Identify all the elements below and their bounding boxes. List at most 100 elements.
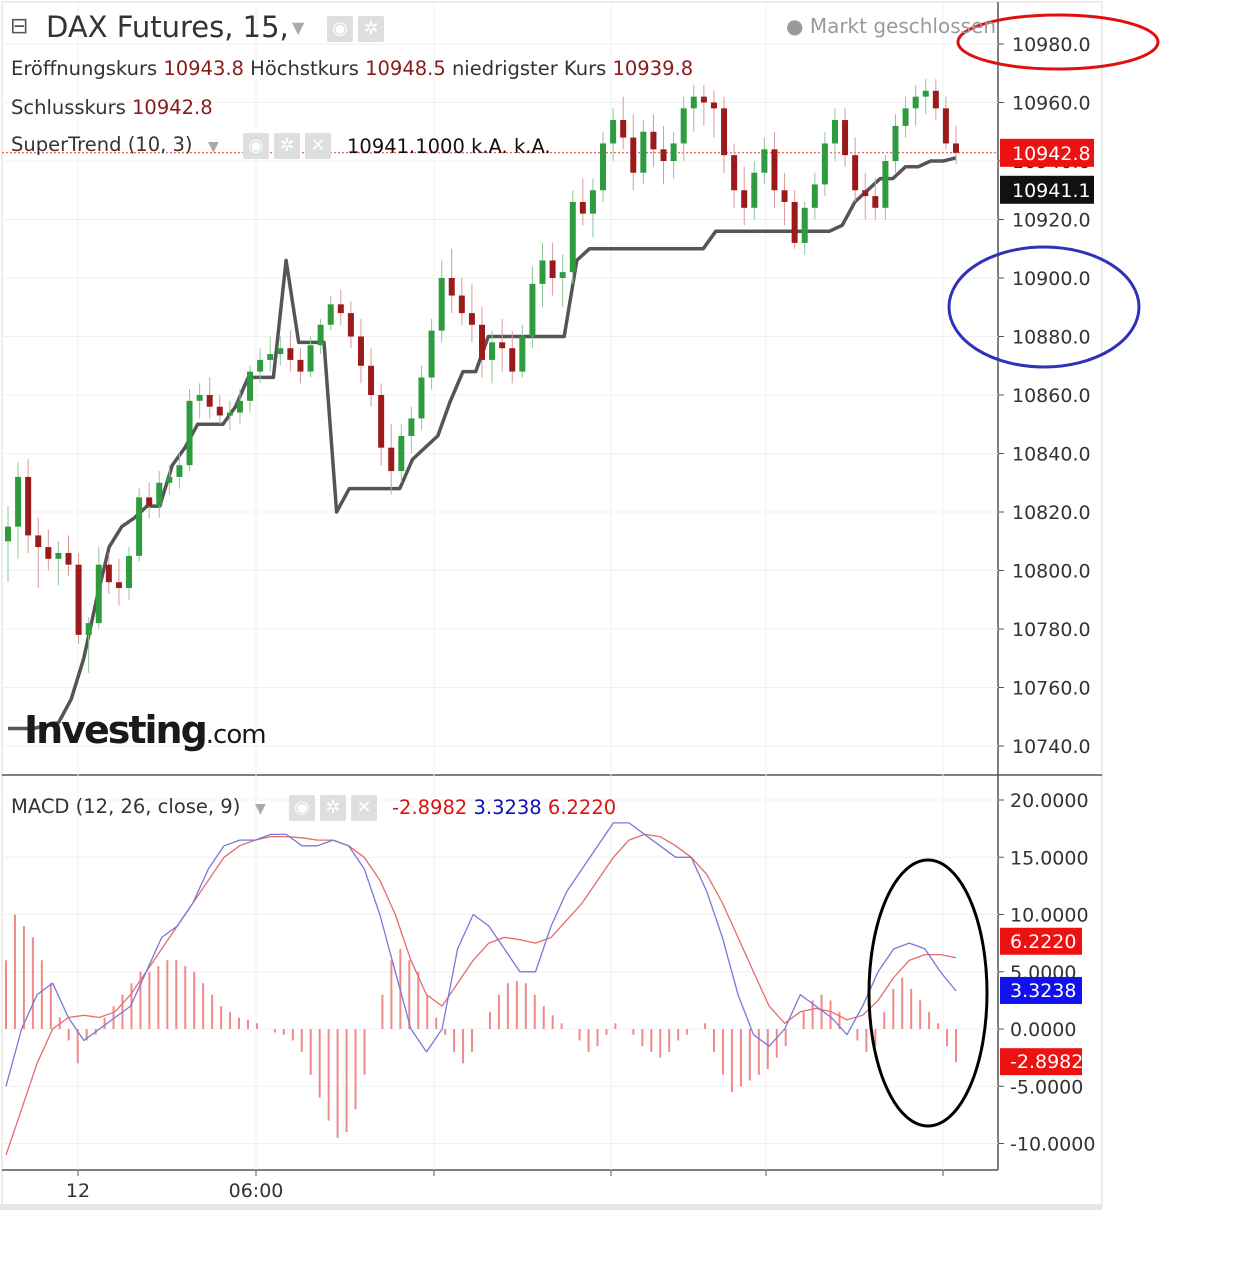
candle-body <box>15 476 22 527</box>
candle-body <box>236 400 243 413</box>
scroll-strip <box>0 1204 1102 1210</box>
ohlc-close-label: Schlusskurs <box>11 96 126 119</box>
gear-icon[interactable]: ✲ <box>274 133 300 159</box>
candle-body <box>680 108 687 144</box>
candle-body <box>932 90 939 109</box>
candle-body <box>357 336 364 366</box>
chevron-down-icon[interactable]: ▼ <box>208 139 219 155</box>
last-price-badge <box>1000 138 1094 167</box>
candle-body <box>257 359 264 372</box>
candle-body <box>610 120 617 144</box>
price-tick-label: 10960.0 <box>1012 93 1091 115</box>
market-status: ● Markt geschlossen <box>786 14 997 38</box>
price-tick-label: 10840.0 <box>1012 444 1091 466</box>
macd-values: -2.8982 3.3238 6.2220 <box>392 796 616 819</box>
candle-body <box>640 131 647 173</box>
price-tick-label: 10900.0 <box>1012 268 1091 290</box>
macd-signal-badge-label: 6.2220 <box>1010 931 1076 953</box>
last-price-label: 10942.8 <box>1012 143 1091 165</box>
candle-body <box>852 155 859 191</box>
candle-body <box>489 342 496 360</box>
macd-hist-badge-label: -2.8982 <box>1010 1051 1083 1073</box>
supertrend-badge-label: 10941.1 <box>1012 180 1091 202</box>
candle-body <box>882 161 889 208</box>
candle-body <box>912 96 919 109</box>
candle-body <box>499 342 506 349</box>
candle-body <box>267 354 274 360</box>
candle-body <box>428 330 435 378</box>
candle-body <box>479 324 485 360</box>
macd-signal-line <box>5 833 957 1156</box>
close-icon[interactable]: ✕ <box>351 795 377 821</box>
chevron-down-icon[interactable]: ▼ <box>292 18 305 37</box>
logo-suffix: .com <box>205 720 267 750</box>
candle-body <box>438 278 445 331</box>
macd-signal-badge <box>1000 927 1082 955</box>
candle-body <box>146 497 153 507</box>
candle-body <box>529 283 536 337</box>
ohlc-high-value: 10948.5 <box>365 57 446 80</box>
macd-line-badge-label: 3.3238 <box>1010 980 1076 1002</box>
candle-body <box>105 564 112 583</box>
candle-body <box>922 90 929 97</box>
candle-body <box>115 582 122 589</box>
eye-icon[interactable]: ◉ <box>243 133 269 159</box>
candle-body <box>821 143 828 185</box>
investing-logo: Investing.com <box>24 708 267 752</box>
gear-icon[interactable]: ✲ <box>358 16 384 42</box>
candle-body <box>751 172 758 208</box>
candle-body <box>25 476 32 536</box>
candle-body <box>368 365 375 395</box>
candle-body <box>297 359 304 372</box>
close-icon[interactable]: ✕ <box>305 133 331 159</box>
candle-body <box>569 201 576 273</box>
candle-body <box>731 155 738 191</box>
macd-legend[interactable]: MACD (12, 26, close, 9) <box>11 795 240 818</box>
candle-body <box>388 447 395 472</box>
price-tick-label: 10880.0 <box>1012 327 1091 349</box>
candle-body <box>55 552 62 559</box>
supertrend-label: SuperTrend (10, 3) <box>11 133 193 156</box>
candle-body <box>670 143 677 161</box>
candle-body <box>126 555 133 589</box>
candle-body <box>458 295 465 314</box>
candle-body <box>579 201 586 214</box>
chevron-down-icon[interactable]: ▼ <box>255 801 266 817</box>
price-tick-label: 10800.0 <box>1012 561 1091 583</box>
eye-icon[interactable]: ◉ <box>327 16 353 42</box>
ohlc-close-value: 10942.8 <box>132 96 213 119</box>
candle-body <box>317 324 324 346</box>
eye-icon[interactable]: ◉ <box>289 795 315 821</box>
candle-body <box>186 400 193 466</box>
ohlc-row-1: Eröffnungskurs 10943.8 Höchstkurs 10948.… <box>11 57 693 80</box>
annotation-ellipse-black <box>867 858 989 1128</box>
candle-body <box>448 278 455 296</box>
candle-body <box>468 313 475 325</box>
ohlc-open-value: 10943.8 <box>163 57 244 80</box>
candle-body <box>872 196 879 208</box>
gear-icon[interactable]: ✲ <box>320 795 346 821</box>
supertrend-legend[interactable]: SuperTrend (10, 3) <box>11 133 193 156</box>
candle-body <box>327 304 334 325</box>
annotation-ellipse-red <box>956 13 1160 71</box>
candle-body <box>791 201 798 243</box>
collapse-icon[interactable]: ⊟ <box>10 14 29 39</box>
candle-body <box>75 564 82 635</box>
ohlc-low-label: niedrigster Kurs <box>451 57 607 80</box>
supertrend-badge <box>1000 175 1094 204</box>
candle-body <box>347 313 354 337</box>
macd-line <box>5 822 957 1087</box>
price-tick-label: 10860.0 <box>1012 385 1091 407</box>
candle-body <box>690 96 697 109</box>
candle-body <box>620 120 627 138</box>
candle-body <box>710 102 717 109</box>
price-tick-label: 10920.0 <box>1012 210 1091 232</box>
price-tick-label: 10780.0 <box>1012 619 1091 641</box>
macd-tick-label: 20.0000 <box>1010 790 1089 812</box>
market-status-text: Markt geschlossen <box>809 14 997 38</box>
macd-line-badge <box>1000 976 1082 1004</box>
candle-body <box>5 526 11 542</box>
macd-signal-value: 6.2220 <box>547 796 617 819</box>
candle-body <box>600 143 607 191</box>
